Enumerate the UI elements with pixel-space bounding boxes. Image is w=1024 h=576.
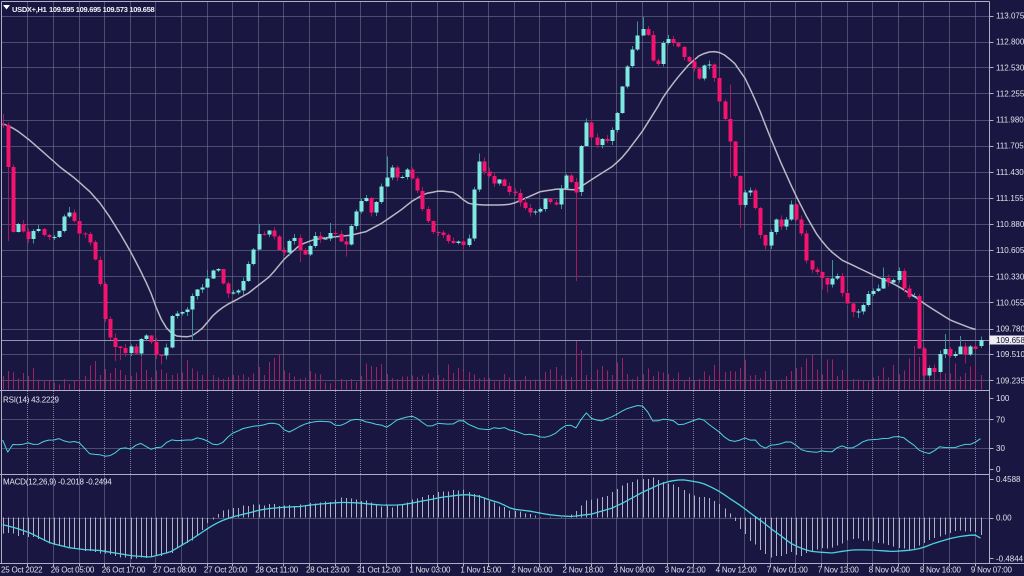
svg-text:1 Nov 15:00: 1 Nov 15:00 [460, 566, 502, 575]
svg-text:7 Nov 13:00: 7 Nov 13:00 [818, 566, 860, 575]
svg-text:27 Oct 08:00: 27 Oct 08:00 [153, 566, 197, 575]
svg-text:2 Nov 06:00: 2 Nov 06:00 [511, 566, 553, 575]
svg-text:109.510: 109.510 [996, 350, 1024, 359]
svg-text:28 Oct 11:00: 28 Oct 11:00 [255, 566, 299, 575]
svg-text:109.595 109.695 109.573 109.65: 109.595 109.695 109.573 109.658 [49, 5, 155, 14]
svg-text:112.255: 112.255 [996, 89, 1024, 98]
svg-text:109.780: 109.780 [996, 325, 1024, 334]
svg-text:111.705: 111.705 [996, 142, 1024, 151]
svg-text:MACD(12,26,9) -0.2018 -0.2494: MACD(12,26,9) -0.2018 -0.2494 [3, 478, 112, 487]
svg-text:113.075: 113.075 [996, 12, 1024, 21]
svg-text:27 Oct 20:00: 27 Oct 20:00 [204, 566, 248, 575]
svg-text:0.00: 0.00 [996, 514, 1012, 523]
svg-text:70: 70 [996, 415, 1005, 424]
svg-text:3 Nov 21:00: 3 Nov 21:00 [665, 566, 707, 575]
svg-text:0: 0 [996, 465, 1001, 474]
svg-text:8 Nov 16:00: 8 Nov 16:00 [920, 566, 962, 575]
svg-text:26 Oct 05:00: 26 Oct 05:00 [51, 566, 95, 575]
svg-text:109.658: 109.658 [996, 336, 1024, 345]
svg-text:25 Oct 2022: 25 Oct 2022 [1, 566, 43, 575]
svg-text:109.235: 109.235 [996, 376, 1024, 385]
svg-text:8 Nov 04:00: 8 Nov 04:00 [869, 566, 911, 575]
svg-text:112.800: 112.800 [996, 38, 1024, 47]
svg-text:110.605: 110.605 [996, 246, 1024, 255]
svg-text:111.980: 111.980 [996, 116, 1024, 125]
svg-text:USDX+,H1: USDX+,H1 [12, 5, 47, 14]
svg-text:30: 30 [996, 444, 1005, 453]
svg-text:0.4588: 0.4588 [996, 475, 1021, 484]
svg-text:4 Nov 12:00: 4 Nov 12:00 [716, 566, 758, 575]
svg-text:111.430: 111.430 [996, 168, 1024, 177]
svg-text:RSI(14) 43.2229: RSI(14) 43.2229 [3, 396, 59, 405]
svg-text:7 Nov 01:00: 7 Nov 01:00 [767, 566, 809, 575]
svg-text:3 Nov 09:00: 3 Nov 09:00 [614, 566, 656, 575]
svg-text:-0.4844: -0.4844 [996, 554, 1024, 563]
svg-text:31 Oct 12:00: 31 Oct 12:00 [357, 566, 401, 575]
svg-text:28 Oct 23:00: 28 Oct 23:00 [306, 566, 350, 575]
svg-text:111.155: 111.155 [996, 194, 1024, 203]
svg-text:26 Oct 17:00: 26 Oct 17:00 [102, 566, 146, 575]
svg-text:110.055: 110.055 [996, 298, 1024, 307]
svg-text:110.880: 110.880 [996, 220, 1024, 229]
svg-text:100: 100 [996, 394, 1010, 403]
svg-text:110.330: 110.330 [996, 272, 1024, 281]
svg-text:1 Nov 03:00: 1 Nov 03:00 [409, 566, 451, 575]
svg-text:9 Nov 07:00: 9 Nov 07:00 [971, 566, 1013, 575]
svg-text:2 Nov 18:00: 2 Nov 18:00 [562, 566, 604, 575]
svg-text:112.530: 112.530 [996, 63, 1024, 72]
